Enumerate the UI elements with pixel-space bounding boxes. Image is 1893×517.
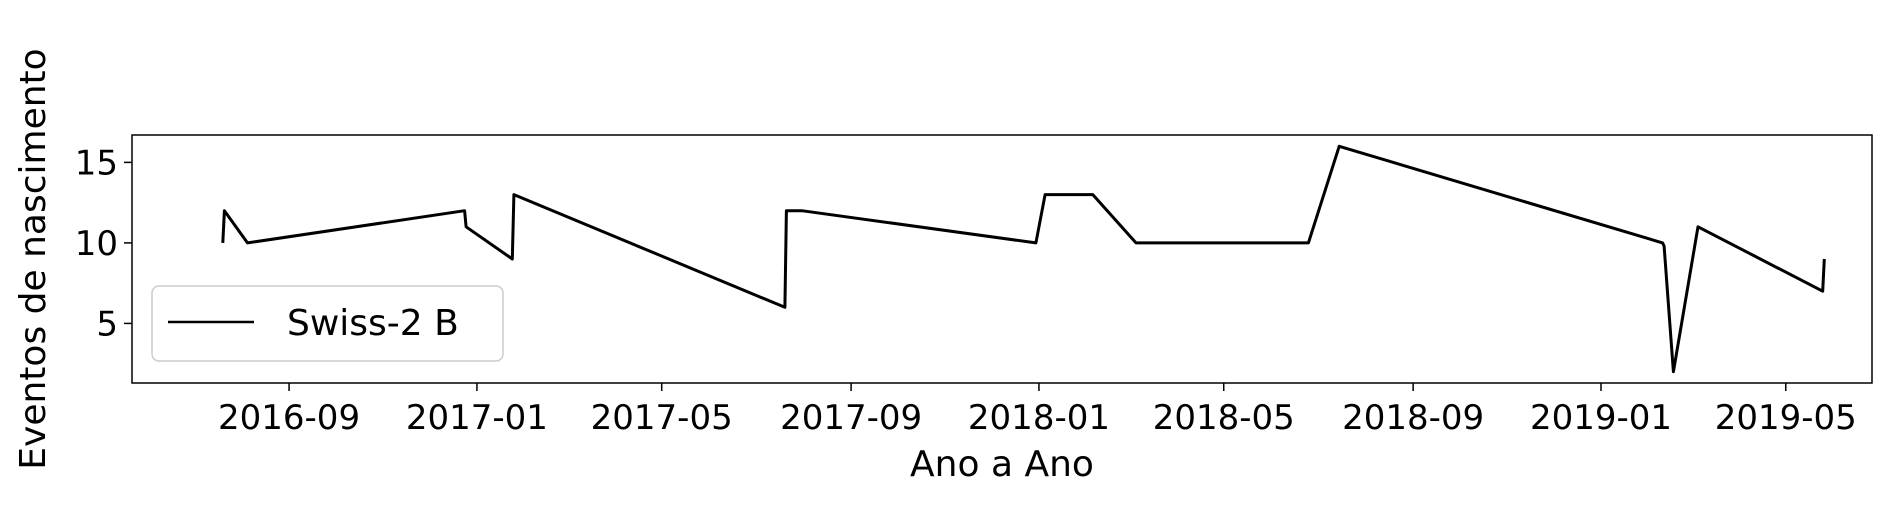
x-axis-ticks: 2016-09 2017-01 2017-05 2017-09 2018-01 2018-… xyxy=(218,383,1857,438)
x-tick-label: 2018-01 xyxy=(968,398,1110,438)
x-tick-label: 2018-05 xyxy=(1153,398,1295,438)
x-tick-label: 2018-09 xyxy=(1342,398,1484,438)
x-tick-label: 2017-05 xyxy=(591,398,733,438)
y-tick-label: 5 xyxy=(96,304,118,344)
y-tick-label: 15 xyxy=(75,143,118,183)
legend-label: Swiss-2 B xyxy=(287,303,459,344)
y-tick-label: 10 xyxy=(75,224,118,264)
y-axis-label: Eventos de nascimento xyxy=(13,48,54,469)
x-tick-label: 2016-09 xyxy=(218,398,360,438)
legend: Swiss-2 B xyxy=(151,285,504,362)
series-line xyxy=(221,144,1826,374)
series-group xyxy=(221,144,1826,374)
x-axis-label: Ano a Ano xyxy=(910,444,1094,485)
legend-box xyxy=(151,285,504,362)
x-tick-label: 2017-09 xyxy=(780,398,922,438)
x-tick-label: 2019-05 xyxy=(1715,398,1857,438)
y-axis-ticks: 5 10 15 xyxy=(75,143,132,344)
x-tick-label: 2019-01 xyxy=(1530,398,1672,438)
x-tick-label: 2017-01 xyxy=(406,398,548,438)
